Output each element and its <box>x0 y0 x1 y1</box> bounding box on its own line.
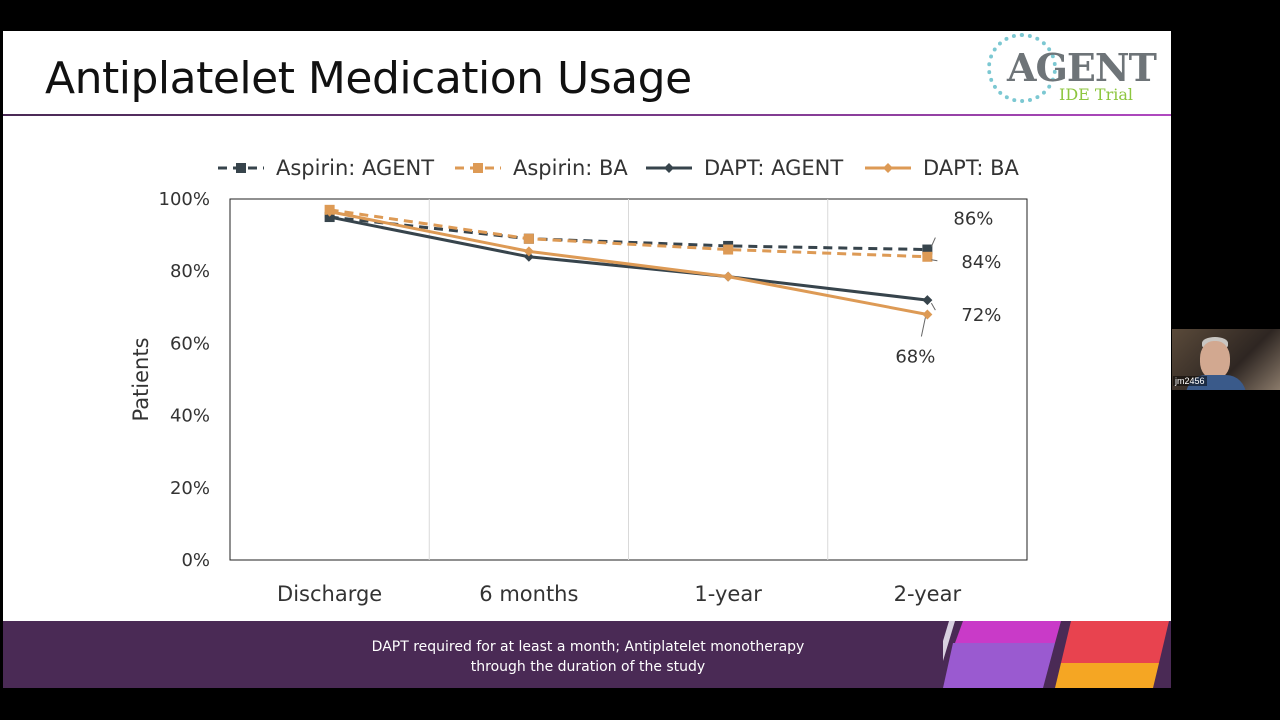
y-tick-label: 60% <box>170 333 210 354</box>
legend-label: DAPT: AGENT <box>704 156 843 180</box>
leader-line <box>930 302 936 311</box>
slide-title: Antiplatelet Medication Usage <box>45 53 692 104</box>
logo-word: AGENT <box>1007 45 1157 90</box>
data-point <box>324 206 335 217</box>
deco-purple-shape <box>943 643 1055 688</box>
logo-ring-icon <box>987 33 1057 103</box>
data-point <box>723 244 734 255</box>
agent-logo: AGENT IDE Trial <box>985 31 1157 113</box>
y-tick-label: 100% <box>159 189 210 210</box>
legend-swatch-marker <box>664 163 674 173</box>
deco-pink-shape <box>955 621 1061 643</box>
y-tick-label: 80% <box>170 261 210 282</box>
y-tick-label: 0% <box>181 550 210 571</box>
decorative-shapes <box>943 621 1169 688</box>
leader-line <box>920 317 926 337</box>
data-point <box>922 309 933 320</box>
legend-label: Aspirin: AGENT <box>276 156 434 180</box>
footer-banner: DAPT required for at least a month; Anti… <box>3 621 1171 688</box>
series-line <box>329 210 928 316</box>
legend-label: DAPT: BA <box>923 156 1020 180</box>
x-tick-label: 2-year <box>894 582 962 606</box>
data-label: 68% <box>895 347 935 368</box>
title-divider <box>3 114 1171 116</box>
deco-red-shape <box>1061 621 1169 663</box>
legend-label: Aspirin: BA <box>513 156 628 180</box>
legend-swatch-marker <box>473 163 483 173</box>
video-participant-label: jm2456 <box>1173 376 1207 386</box>
data-point <box>324 212 335 223</box>
series-line <box>329 208 928 259</box>
series-line <box>329 215 928 302</box>
y-tick-label: 20% <box>170 478 210 499</box>
leader-line <box>930 237 936 247</box>
banner-line-1: DAPT required for at least a month; Anti… <box>371 639 805 655</box>
banner-text: DAPT required for at least a month; Anti… <box>338 637 838 677</box>
y-tick-label: 40% <box>170 406 210 427</box>
data-label: 84% <box>961 252 1001 273</box>
data-point <box>523 251 534 262</box>
slide: Antiplatelet Medication Usage AGENT IDE … <box>3 31 1171 688</box>
x-tick-label: 1-year <box>694 582 762 606</box>
line-chart: 0% 20% 40% 60% 80% 100% Discharge 6 months 1-yea… <box>129 156 1028 606</box>
leader-line <box>931 259 938 262</box>
data-label: 86% <box>953 209 993 230</box>
data-point <box>922 251 933 262</box>
data-point <box>523 246 534 257</box>
data-label: 72% <box>961 305 1001 326</box>
deco-orange-shape <box>1055 663 1159 688</box>
x-tick-label: 6 months <box>479 582 578 606</box>
y-axis-label: Patients <box>129 337 153 421</box>
legend-swatch-marker <box>883 163 893 173</box>
x-tick-label: Discharge <box>277 582 382 606</box>
webcam-thumbnail[interactable]: jm2456 <box>1172 329 1280 390</box>
data-point <box>723 271 734 282</box>
deco-stripe-shape <box>943 621 955 661</box>
data-point <box>523 233 534 244</box>
legend-swatch-marker <box>236 163 246 173</box>
series-line <box>329 215 928 252</box>
banner-line-2: through the duration of the study <box>470 659 706 675</box>
data-point <box>922 244 933 255</box>
video-face <box>1200 341 1230 379</box>
data-point <box>922 295 933 306</box>
logo-subtitle: IDE Trial <box>1059 85 1134 104</box>
